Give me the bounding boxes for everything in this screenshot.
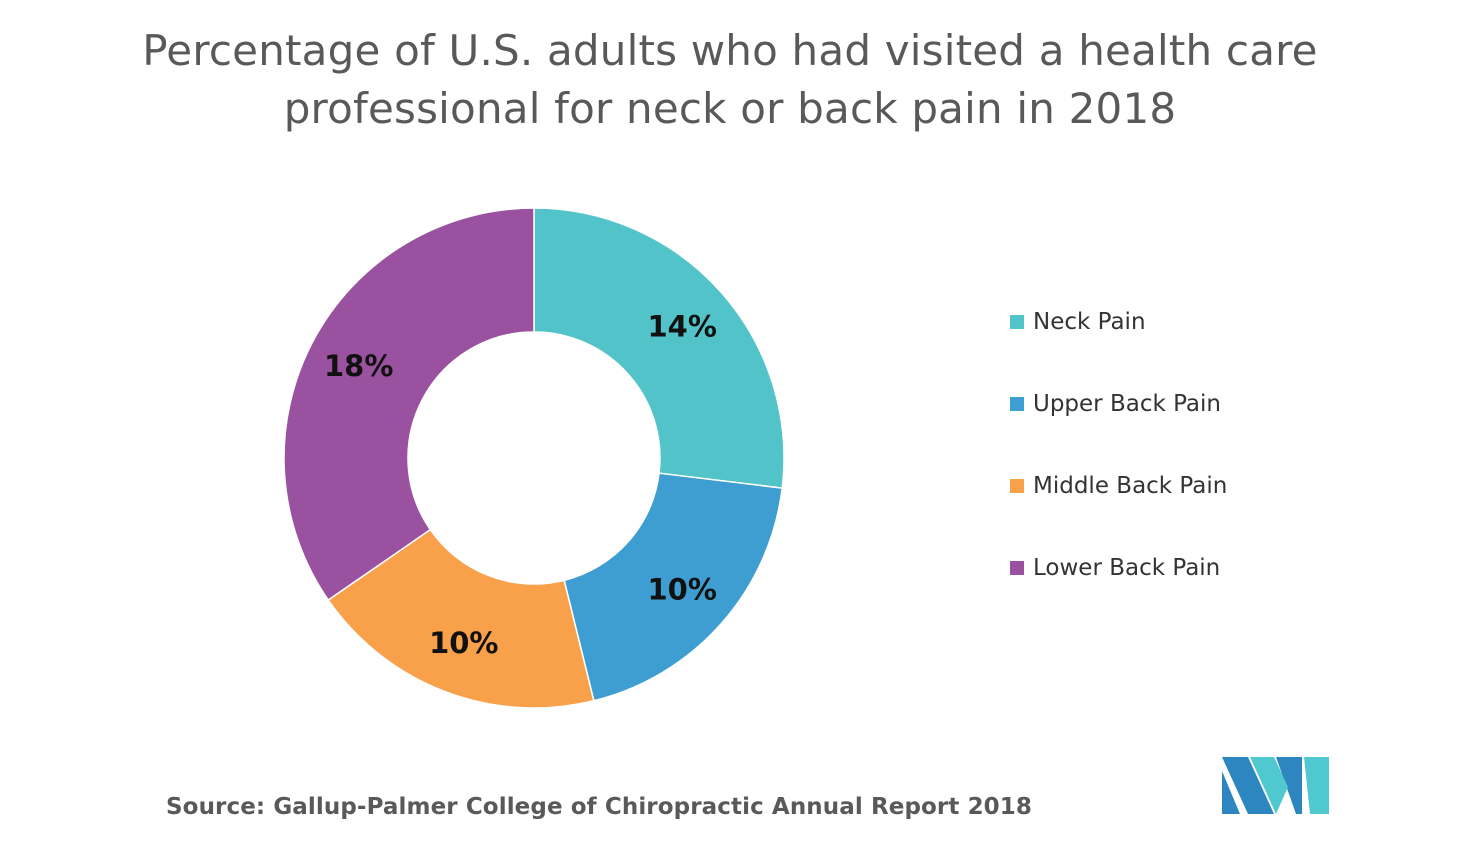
donut-slices [283, 207, 785, 709]
legend-item-lower-back-pain: Lower Back Pain [1010, 555, 1220, 581]
company-logo-icon [1222, 757, 1329, 814]
legend-label-upper-back-pain: Upper Back Pain [1033, 391, 1221, 417]
slice-label-upper-back-pain: 10% [647, 572, 716, 606]
slice-label-neck-pain: 14% [647, 310, 716, 344]
slice-neck-pain [533, 207, 785, 489]
legend-label-neck-pain: Neck Pain [1033, 309, 1146, 335]
logo-shape-2 [1222, 771, 1240, 814]
legend-swatch-middle-back-pain [1010, 479, 1024, 493]
slice-label-lower-back-pain: 18% [324, 349, 393, 383]
legend-item-middle-back-pain: Middle Back Pain [1010, 473, 1227, 499]
legend-item-neck-pain: Neck Pain [1010, 309, 1146, 335]
chart-title: Percentage of U.S. adults who had visite… [0, 22, 1460, 138]
slice-labels: 14% 10% 10% 18% [324, 310, 717, 660]
slice-middle-back-pain [327, 528, 595, 709]
slice-lower-back-pain [283, 207, 535, 602]
legend-swatch-lower-back-pain [1010, 561, 1024, 575]
chart-legend: Neck Pain Upper Back Pain Middle Back Pain… [1010, 309, 1227, 581]
legend-label-lower-back-pain: Lower Back Pain [1033, 555, 1220, 581]
chart-title-line-1: Percentage of U.S. adults who had visite… [142, 26, 1318, 75]
legend-label-middle-back-pain: Middle Back Pain [1033, 473, 1227, 499]
logo-shape-1 [1222, 757, 1274, 814]
legend-swatch-neck-pain [1010, 315, 1024, 329]
slice-upper-back-pain [563, 472, 784, 702]
source-note: Source: Gallup-Palmer College of Chiropr… [166, 794, 1032, 820]
slice-label-middle-back-pain: 10% [429, 626, 498, 660]
legend-swatch-upper-back-pain [1010, 397, 1024, 411]
chart-title-line-2: professional for neck or back pain in 20… [283, 84, 1177, 133]
legend-item-upper-back-pain: Upper Back Pain [1010, 391, 1221, 417]
logo-shape-5 [1250, 757, 1288, 814]
logo-shape-4 [1304, 757, 1329, 814]
logo-shape-3 [1276, 757, 1302, 814]
